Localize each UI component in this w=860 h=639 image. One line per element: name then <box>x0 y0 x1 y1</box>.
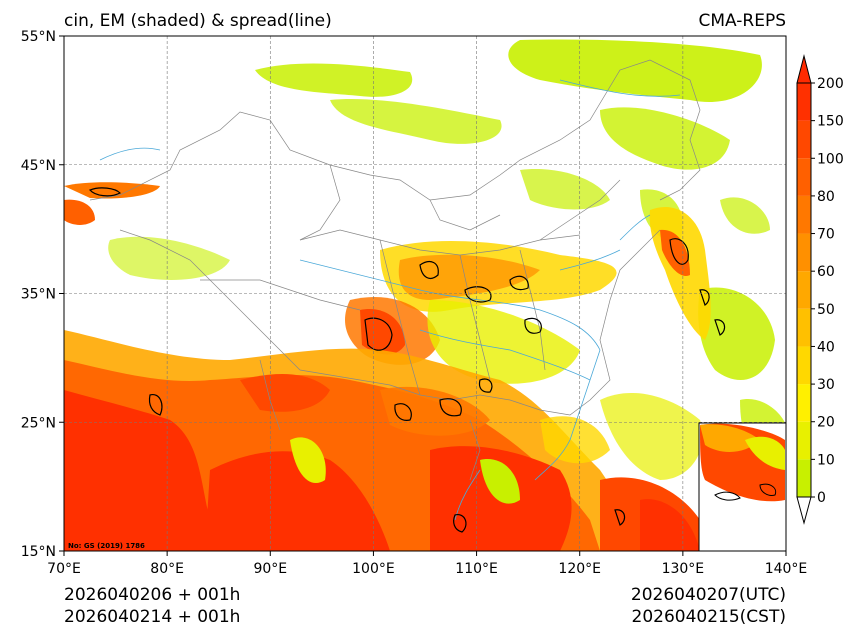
lat-tick-label: 45°N <box>21 158 56 174</box>
lat-tick-label: 25°N <box>21 415 56 431</box>
lon-tick-label: 120°E <box>558 561 601 577</box>
colorbar-tick-label: 80 <box>817 189 835 205</box>
colorbar-segment <box>797 120 811 159</box>
colorbar-tick-label: 60 <box>817 264 835 280</box>
colorbar-tick-label: 20 <box>817 415 835 431</box>
colorbar: 0 10 20 30 40 50 60 70 80 100 150 200 <box>796 54 844 525</box>
colorbar-segment <box>797 459 811 497</box>
cin-field-south <box>64 330 700 551</box>
valid-time-utc: 2026040207(UTC) <box>631 585 786 605</box>
init-time-cst: 2026040214 + 001h <box>64 607 240 627</box>
colorbar-segment <box>797 421 811 460</box>
colorbar-segment <box>797 346 811 385</box>
colorbar-segment <box>797 308 811 347</box>
lat-tick-label: 15°N <box>21 544 56 560</box>
colorbar-frame <box>796 82 812 498</box>
admin-borders <box>89 59 701 481</box>
colorbar-segment <box>797 233 811 272</box>
colorbar-tick-label: 0 <box>817 490 826 506</box>
lon-tick-label: 90°E <box>253 561 287 577</box>
lon-tick-label: 80°E <box>150 561 184 577</box>
colorbar-tick-label: 30 <box>817 377 835 393</box>
colorbar-tick-label: 150 <box>817 114 844 130</box>
latitude-axis: 55°N 45°N 35°N 25°N 15°N <box>21 29 64 560</box>
map-gridlines <box>64 36 786 551</box>
init-time-utc: 2026040206 + 001h <box>64 585 240 605</box>
valid-time-cst: 2026040215(CST) <box>632 607 786 627</box>
lon-tick-label: 70°E <box>47 561 81 577</box>
colorbar-tick-label: 10 <box>817 452 835 468</box>
longitude-axis: 70°E 80°E 90°E 100°E 110°E 120°E 130°E 140°E <box>47 551 807 577</box>
lon-tick-label: 100°E <box>352 561 395 577</box>
lon-tick-label: 110°E <box>455 561 498 577</box>
colorbar-tick-label: 50 <box>817 302 835 318</box>
colorbar-under-arrow <box>796 496 812 525</box>
lat-tick-label: 55°N <box>21 29 56 45</box>
cin-field-north <box>108 39 786 470</box>
lon-tick-label: 140°E <box>765 561 808 577</box>
colorbar-segment <box>797 195 811 234</box>
colorbar-tick-label: 100 <box>817 151 844 167</box>
lon-tick-label: 130°E <box>662 561 705 577</box>
cin-field-west <box>64 182 160 225</box>
colorbar-tick-label: 70 <box>817 227 835 243</box>
map-plot-area <box>64 36 786 551</box>
map-title-right: CMA-REPS <box>698 11 786 31</box>
colorbar-segment <box>797 271 811 309</box>
colorbar-segment <box>797 384 811 422</box>
map-title-left: cin, EM (shaded) & spread(line) <box>64 11 332 31</box>
colorbar-segment <box>797 83 811 121</box>
colorbar-over-arrow <box>796 54 812 84</box>
south-china-sea-inset <box>698 422 786 551</box>
lat-tick-label: 35°N <box>21 287 56 303</box>
colorbar-tick-label: 200 <box>817 76 844 92</box>
colorbar-tick-label: 40 <box>817 339 835 355</box>
cin-field-east <box>540 206 711 480</box>
colorbar-segment <box>797 158 811 196</box>
map-review-number: No: GS (2019) 1786 <box>68 542 145 550</box>
spread-contours <box>89 187 726 533</box>
